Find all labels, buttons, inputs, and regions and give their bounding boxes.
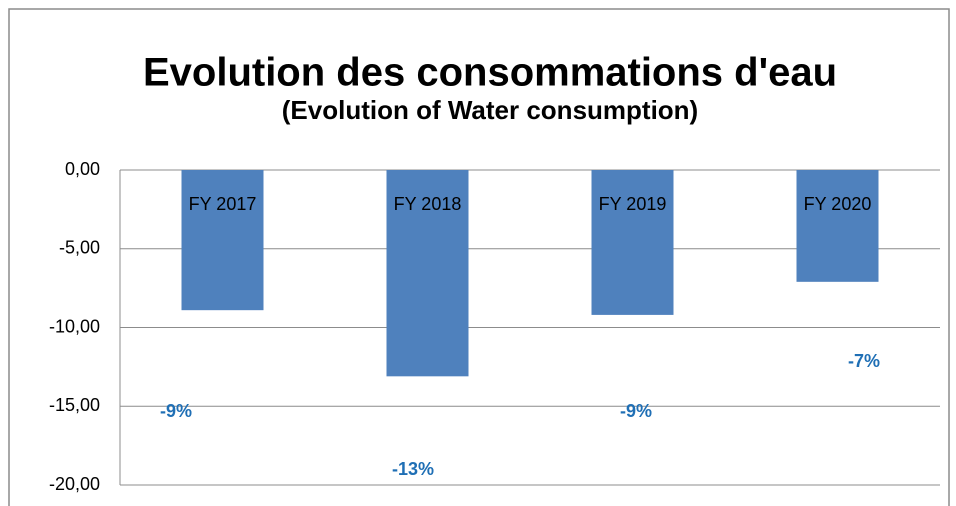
chart-title: Evolution des consommations d'eau <box>143 51 837 95</box>
x-tick-label: FY 2018 <box>394 194 462 214</box>
bar <box>591 170 674 315</box>
x-tick-label: FY 2020 <box>804 194 872 214</box>
bar <box>386 170 469 377</box>
value-label: -9% <box>160 401 192 421</box>
chart-subtitle: (Evolution of Water consumption) <box>282 95 698 125</box>
y-tick-label: -5,00 <box>59 238 100 258</box>
value-label: -13% <box>392 459 434 479</box>
chart-frame <box>8 8 950 506</box>
bar <box>796 170 879 282</box>
bar <box>181 170 264 311</box>
y-tick-label: 0,00 <box>65 159 100 179</box>
y-tick-label: -15,00 <box>49 395 100 415</box>
x-tick-label: FY 2019 <box>599 194 667 214</box>
value-label: -7% <box>848 351 880 371</box>
y-tick-label: -20,00 <box>49 474 100 494</box>
x-tick-label: FY 2017 <box>189 194 257 214</box>
value-label: -9% <box>620 401 652 421</box>
y-tick-label: -10,00 <box>49 316 100 336</box>
